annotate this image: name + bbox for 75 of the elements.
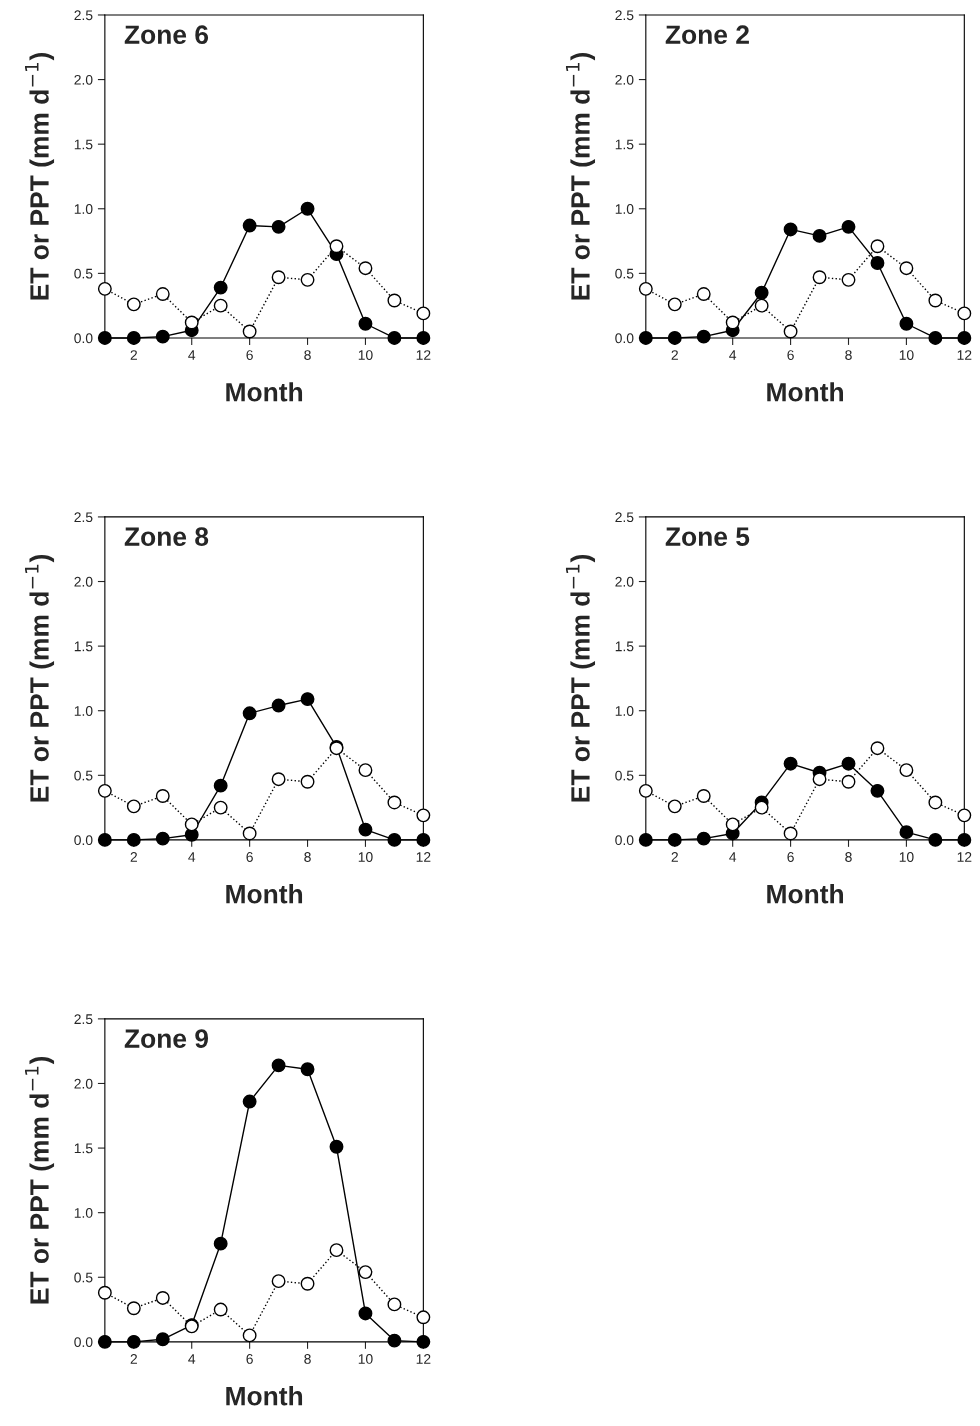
x-tick-label: 10 (899, 852, 914, 862)
y-tick-label: 2.5 (74, 10, 93, 21)
y-tick-label: 1.0 (74, 706, 93, 716)
y-tick-label: 1.5 (74, 641, 93, 652)
x-axis-title: Month (226, 1386, 303, 1406)
x-axis-title: Month (767, 884, 843, 904)
x-tick-label: 8 (845, 350, 852, 360)
y-tick-label: 1.5 (615, 139, 634, 150)
x-tick-label: 4 (188, 852, 196, 862)
y-tick-label: 0.0 (615, 333, 634, 344)
x-tick-label: 6 (246, 350, 253, 360)
y-tick-label: 0.0 (74, 835, 93, 846)
x-tick-label: 2 (671, 350, 678, 360)
x-tick-label: 4 (188, 350, 196, 360)
chart-title: Zone 5 (665, 527, 750, 546)
x-tick-label: 2 (671, 852, 678, 862)
x-tick-label: 10 (358, 852, 373, 862)
x-tick-label: 2 (130, 350, 137, 360)
x-tick-label: 6 (787, 852, 794, 862)
x-tick-label: 8 (304, 852, 311, 862)
y-axis-title: ET or PPT (mm d$^{−1}$) (25, 53, 55, 300)
x-tick-label: 12 (957, 350, 972, 360)
x-tick-label: 12 (416, 350, 431, 360)
y-axis-title: ET or PPT (mm d$^{−1}$) (25, 554, 55, 802)
x-tick-label: 8 (845, 852, 852, 862)
x-tick-label: 12 (957, 852, 972, 862)
x-tick-label: 4 (188, 1354, 196, 1364)
y-tick-label: 2.5 (74, 512, 93, 523)
y-tick-label: 1.0 (74, 1208, 93, 1218)
y-tick-label: 1.0 (615, 204, 634, 214)
y-tick-label: 0.0 (615, 835, 634, 846)
y-tick-label: 2.5 (615, 512, 634, 523)
y-tick-label: 2.0 (74, 576, 93, 587)
y-tick-label: 1.5 (74, 139, 93, 150)
y-tick-label: 0.5 (74, 268, 93, 279)
x-axis-title: Month (767, 382, 843, 402)
x-tick-label: 2 (130, 1354, 137, 1364)
y-tick-label: 2.5 (74, 1014, 93, 1025)
y-tick-label: 0.0 (74, 333, 93, 344)
y-tick-label: 0.5 (615, 770, 634, 781)
y-tick-label: 2.0 (74, 74, 93, 85)
chart-title: Zone 8 (124, 527, 209, 546)
y-tick-label: 0.0 (74, 1337, 93, 1348)
chart-title: Zone 9 (124, 1029, 209, 1048)
y-tick-label: 1.0 (74, 204, 93, 214)
x-tick-label: 10 (899, 350, 914, 360)
y-axis-title: ET or PPT (mm d$^{−1}$) (25, 1056, 55, 1304)
y-tick-label: 2.5 (615, 10, 634, 21)
x-tick-label: 6 (246, 852, 253, 862)
x-tick-label: 8 (304, 350, 311, 360)
x-tick-label: 4 (729, 350, 737, 360)
x-tick-label: 10 (358, 350, 373, 360)
chart-title: Zone 6 (124, 25, 209, 45)
y-tick-label: 0.5 (615, 268, 634, 279)
y-tick-label: 0.5 (74, 1272, 93, 1283)
y-tick-label: 1.0 (615, 706, 634, 716)
x-tick-label: 12 (416, 852, 431, 862)
chart-title: Zone 2 (665, 25, 749, 45)
x-axis-title: Month (226, 884, 303, 904)
x-tick-label: 6 (787, 350, 794, 360)
x-tick-label: 8 (304, 1354, 311, 1364)
x-tick-label: 2 (130, 852, 137, 862)
y-axis-title: ET or PPT (mm d$^{−1}$) (565, 53, 596, 300)
x-axis-title: Month (226, 382, 303, 402)
y-tick-label: 1.5 (74, 1143, 93, 1154)
y-axis-title: ET or PPT (mm d$^{−1}$) (565, 554, 596, 802)
x-tick-label: 10 (358, 1354, 373, 1364)
y-tick-label: 2.0 (615, 576, 634, 587)
x-tick-label: 6 (246, 1354, 253, 1364)
y-tick-label: 1.5 (615, 641, 634, 652)
y-tick-label: 2.0 (74, 1078, 93, 1089)
y-tick-label: 0.5 (74, 770, 93, 781)
y-tick-label: 2.0 (615, 74, 634, 85)
x-tick-label: 4 (729, 852, 737, 862)
x-tick-label: 12 (416, 1354, 431, 1364)
